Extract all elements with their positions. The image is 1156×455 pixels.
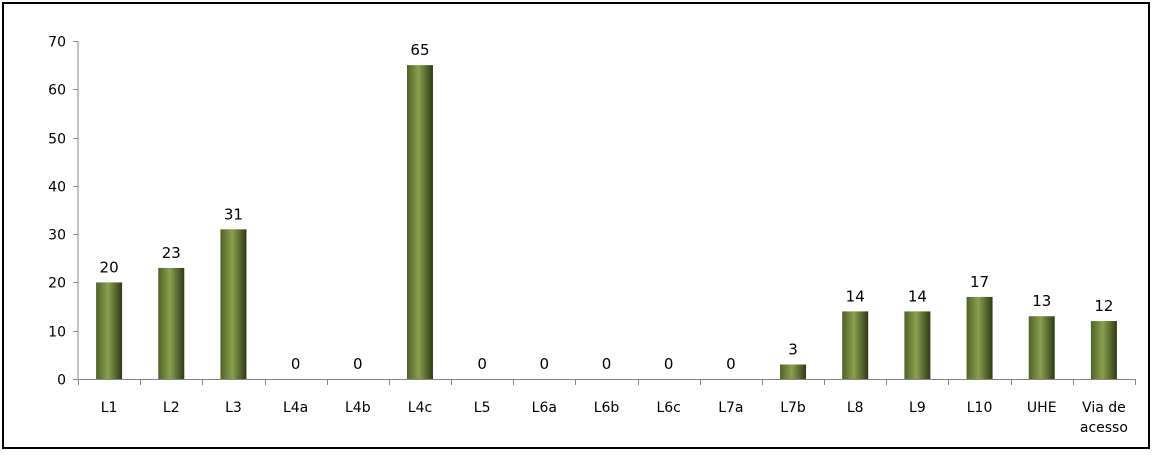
bar xyxy=(842,311,869,379)
x-tick-label: L1 xyxy=(101,400,118,416)
x-tick-label: L6c xyxy=(656,400,680,416)
bar xyxy=(1090,321,1117,379)
data-labels: 20 23 31 0 0 65 0 0 0 0 0 3 14 14 17 13 12 xyxy=(100,41,1114,373)
y-tick-label: 40 xyxy=(48,180,66,196)
y-tick-label: 10 xyxy=(48,325,66,341)
data-label: 0 xyxy=(664,355,674,373)
bar xyxy=(966,296,993,379)
x-tick-label: L4a xyxy=(283,400,308,416)
data-label: 3 xyxy=(788,341,798,359)
data-label: 0 xyxy=(477,355,487,373)
data-label: 0 xyxy=(353,355,363,373)
x-tick-label: L4b xyxy=(345,400,371,416)
x-tick-label: L3 xyxy=(225,400,242,416)
data-label: 20 xyxy=(100,258,119,276)
data-label: 17 xyxy=(970,273,989,291)
x-tick-label: L2 xyxy=(163,400,180,416)
bar xyxy=(1028,316,1055,379)
data-label: 65 xyxy=(410,41,429,59)
data-label: 0 xyxy=(602,355,612,373)
data-label: 0 xyxy=(726,355,736,373)
x-tick-label: Via de acesso xyxy=(1080,400,1128,436)
x-tick-label: L7b xyxy=(780,400,806,416)
x-tick-label: L9 xyxy=(909,400,926,416)
bar xyxy=(406,65,433,380)
y-tick-label: 60 xyxy=(48,83,66,99)
bar xyxy=(220,229,247,379)
x-tick-label: UHE xyxy=(1027,400,1057,416)
data-label: 14 xyxy=(908,287,927,305)
data-label: 31 xyxy=(224,205,243,223)
data-label: 14 xyxy=(846,287,865,305)
bar xyxy=(96,282,123,379)
x-tick-label: L4c xyxy=(408,400,432,416)
y-tick-label: 20 xyxy=(48,276,66,292)
x-axis: L1 L2 L3 L4a L4b L4c L5 L6a L6b L6c L7a L7b L8 L9 L10 U… xyxy=(78,379,1136,436)
data-label: 0 xyxy=(291,355,301,373)
bar xyxy=(904,311,931,379)
x-tick-label: L5 xyxy=(474,400,491,416)
y-tick-label: 0 xyxy=(57,373,66,389)
data-label: 0 xyxy=(540,355,550,373)
y-tick-label: 30 xyxy=(48,228,66,244)
y-tick-label: 70 xyxy=(48,35,66,51)
y-tick-label: 50 xyxy=(48,132,66,148)
bar xyxy=(780,364,807,379)
data-label: 12 xyxy=(1094,297,1113,315)
chart-frame xyxy=(2,2,1150,449)
x-tick-label: L6a xyxy=(532,400,557,416)
x-tick-label: L10 xyxy=(967,400,993,416)
x-tick-label: L8 xyxy=(847,400,864,416)
data-label: 13 xyxy=(1032,292,1051,310)
y-axis: 0 10 20 30 40 50 60 70 xyxy=(48,35,79,389)
x-tick-label: L6b xyxy=(594,400,620,416)
bar xyxy=(158,267,185,379)
bars xyxy=(96,65,1117,380)
x-tick-label: L7a xyxy=(718,400,743,416)
data-label: 23 xyxy=(162,244,181,262)
